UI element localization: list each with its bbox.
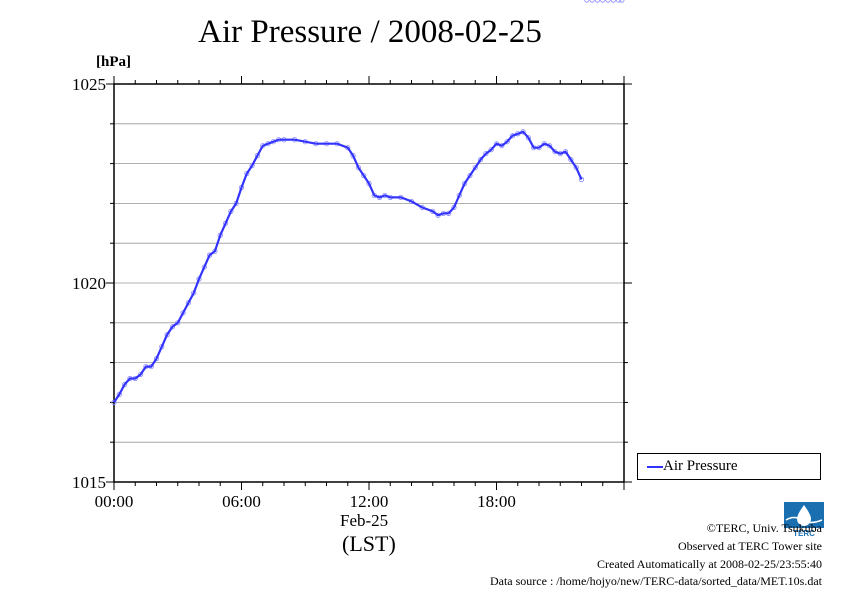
legend-label: Air Pressure: [663, 458, 738, 474]
x-tick-label: 18:00: [477, 492, 516, 511]
data-point: [605, 0, 611, 3]
legend-swatch: [647, 466, 663, 468]
footer-source: Data source : /home/hojyo/new/TERC-data/…: [489, 574, 822, 588]
y-tick-label: 1020: [72, 274, 106, 293]
data-point: [584, 0, 590, 3]
data-point: [467, 172, 473, 179]
grid-lines: [114, 123, 624, 443]
data-point: [477, 157, 484, 163]
series-points: [111, 0, 625, 405]
data-point: [610, 0, 616, 3]
data-point: [616, 0, 622, 3]
data-point: [488, 147, 494, 153]
footer-created: Created Automatically at 2008-02-25/23:5…: [597, 557, 822, 571]
x-tick-label: 00:00: [95, 492, 134, 511]
data-point: [594, 0, 601, 3]
chart-title: Air Pressure / 2008-02-25: [198, 14, 542, 50]
axis-tick-labels: 1015 1020 1025 00:00 06:00 12:00 18:00: [72, 75, 516, 511]
y-tick-label: 1025: [72, 75, 106, 94]
data-point: [504, 139, 510, 145]
x-axis-date-label: Feb-25: [340, 511, 389, 530]
svg-text:TERC: TERC: [793, 529, 815, 538]
data-point: [568, 157, 574, 163]
data-point: [361, 172, 367, 179]
x-tick-label: 06:00: [222, 492, 261, 511]
series-line-air-pressure: [113, 130, 583, 404]
footer-copyright: ©TERC, Univ. Tsukuba: [706, 521, 822, 535]
data-point: [169, 324, 176, 330]
data-point: [111, 399, 117, 405]
x-axis-timezone-label: (LST): [342, 531, 396, 556]
data-point: [600, 0, 606, 3]
data-point: [619, 0, 625, 3]
footer-observed: Observed at TERC Tower site: [677, 539, 822, 553]
data-point: [483, 151, 489, 157]
legend: Air Pressure: [637, 453, 821, 480]
y-tick-label: 1015: [72, 473, 106, 492]
data-point: [137, 371, 144, 378]
y-axis-unit-label: [hPa]: [96, 54, 131, 70]
terc-logo: TERC: [784, 502, 824, 538]
axis-ticks: [106, 76, 632, 490]
x-tick-label: 12:00: [350, 492, 389, 511]
data-point: [472, 164, 478, 171]
data-point: [589, 0, 595, 3]
